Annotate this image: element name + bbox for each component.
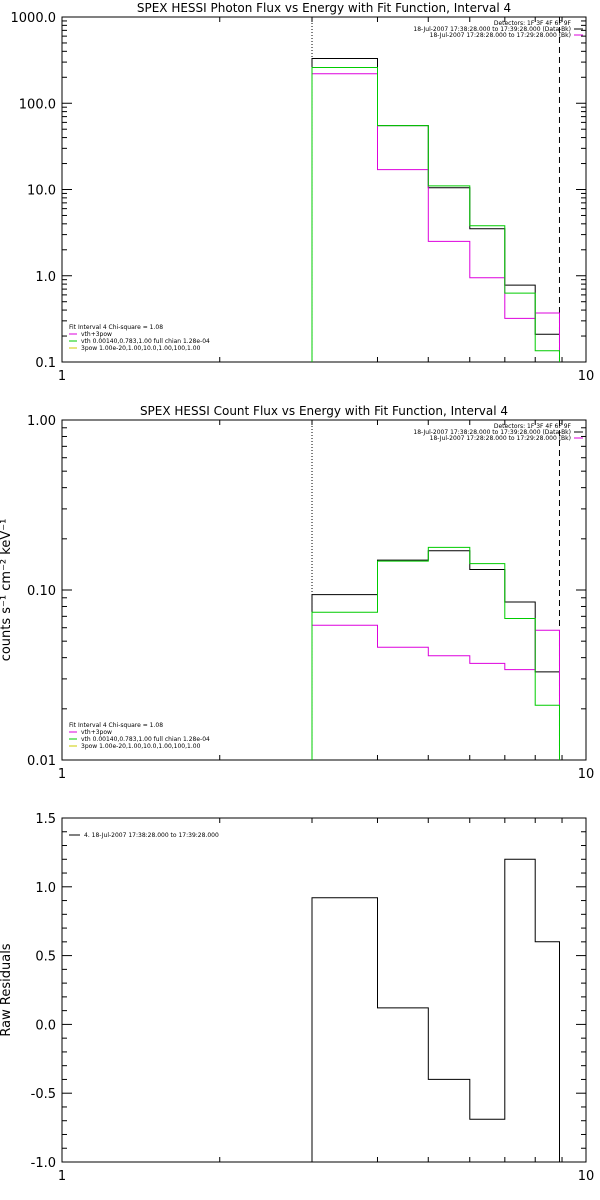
y-axis-label: counts s⁻¹ cm⁻² keV⁻¹: [0, 519, 14, 662]
fit-info-line: 3pow 1.00e-20,1.00,10.0,1.00,100,1.00: [81, 743, 201, 750]
y-tick-label: 0.01: [27, 754, 56, 769]
histogram-series-1: [311, 858, 560, 1162]
plot-frame: [61, 16, 587, 363]
fit-info-line: vth+3pow: [81, 729, 112, 736]
fit-info-line: 3pow 1.00e-20,1.00,10.0,1.00,100,1.00: [81, 345, 201, 352]
y-tick-label: 0.1: [35, 356, 56, 371]
info-line: 18-Jul-2007 17:38:28.000 to 17:39:28.000…: [413, 429, 571, 436]
y-tick-label: 1000.0: [11, 11, 57, 26]
histogram-series-2: [311, 624, 560, 760]
fit-info-line: Fit Interval 4 Chi-square = 1.08: [69, 324, 163, 331]
info-line: Detectors: 1F 3F 4F 6F 9F: [494, 423, 572, 430]
fit-info-line: vth 0.00140,0.783,1.00 full chian 1.28e-…: [81, 338, 210, 345]
y-axis-label: Raw Residuals: [0, 943, 14, 1036]
plot-frame: [61, 419, 587, 761]
y-tick-label: 1.00: [27, 414, 56, 429]
x-tick-label: 1: [58, 1169, 66, 1184]
histogram-series-3: [311, 546, 560, 760]
y-tick-label: 10.0: [27, 184, 56, 199]
chart-title: SPEX HESSI Photon Flux vs Energy with Fi…: [137, 1, 511, 15]
y-tick-label: 0.5: [35, 950, 56, 965]
plot-frame: [61, 817, 587, 1163]
y-tick-label: 0.10: [27, 584, 56, 599]
info-line: Detectors: 1F 3F 4F 6F 9F: [494, 20, 572, 27]
x-tick-label: 1: [58, 767, 66, 782]
chart-title: SPEX HESSI Count Flux vs Energy with Fit…: [140, 404, 508, 418]
x-tick-label: 10: [578, 767, 595, 782]
y-tick-label: 100.0: [19, 97, 56, 112]
info-line: 18-Jul-2007 17:38:28.000 to 17:39:28.000…: [413, 26, 571, 33]
x-tick-label: 10: [578, 1169, 595, 1184]
info-line: 18-Jul-2007 17:28:28.000 to 17:29:28.000…: [430, 32, 571, 39]
x-tick-label: 10: [578, 369, 595, 384]
y-tick-label: -0.5: [31, 1087, 56, 1102]
fit-info-line: vth+3pow: [81, 331, 112, 338]
histogram-series-1: [311, 58, 560, 362]
info-line: 18-Jul-2007 17:28:28.000 to 17:29:28.000…: [430, 435, 571, 442]
y-tick-label: 1.5: [35, 812, 56, 827]
y-tick-label: 1.0: [35, 270, 56, 285]
count-flux-panel: SPEX HESSI Count Flux vs Energy with Fit…: [0, 404, 594, 782]
fit-info-line: vth 0.00140,0.783,1.00 full chian 1.28e-…: [81, 736, 210, 743]
histogram-series-2: [311, 73, 560, 362]
photon-flux-panel: SPEX HESSI Photon Flux vs Energy with Fi…: [11, 1, 595, 384]
y-tick-label: 0.0: [35, 1018, 56, 1033]
residuals-panel: Raw Residuals 1 10 -1.0 -0.5 0.0 0.5 1.0 1.5 4. 1…: [0, 812, 594, 1184]
y-tick-label: -1.0: [31, 1156, 56, 1171]
histogram-series-3: [311, 67, 560, 362]
legend-line: 4. 18-Jul-2007 17:38:28.000 to 17:39:28.…: [84, 832, 219, 839]
fit-info-line: Fit Interval 4 Chi-square = 1.08: [69, 722, 163, 729]
y-tick-label: 1.0: [35, 881, 56, 896]
x-tick-label: 1: [58, 369, 66, 384]
